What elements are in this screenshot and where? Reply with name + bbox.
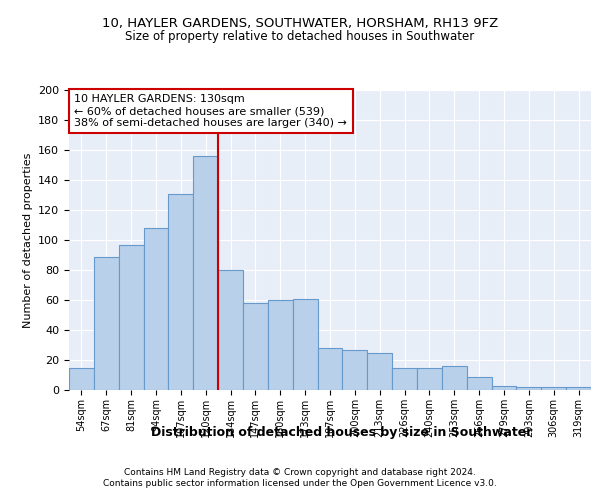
Bar (169, 194, 193, 390)
Bar (218, 270, 243, 390)
Bar (69, 368, 94, 390)
Bar (94, 256, 119, 390)
Bar (317, 348, 343, 390)
Text: Contains public sector information licensed under the Open Government Licence v3: Contains public sector information licen… (103, 480, 497, 488)
Text: Distribution of detached houses by size in Southwater: Distribution of detached houses by size … (151, 426, 533, 439)
Text: Size of property relative to detached houses in Southwater: Size of property relative to detached ho… (125, 30, 475, 43)
Bar (119, 244, 143, 390)
Bar (517, 387, 541, 390)
Bar (417, 368, 442, 390)
Bar (293, 298, 317, 390)
Bar (367, 352, 392, 390)
Text: 10 HAYLER GARDENS: 130sqm
← 60% of detached houses are smaller (539)
38% of semi: 10 HAYLER GARDENS: 130sqm ← 60% of detac… (74, 94, 347, 128)
Bar (243, 303, 268, 390)
Bar (268, 300, 293, 390)
Text: Contains HM Land Registry data © Crown copyright and database right 2024.: Contains HM Land Registry data © Crown c… (124, 468, 476, 477)
Bar (566, 387, 591, 390)
Bar (343, 350, 367, 390)
Y-axis label: Number of detached properties: Number of detached properties (23, 152, 32, 328)
Bar (467, 376, 491, 390)
Bar (491, 386, 517, 390)
Bar (541, 387, 566, 390)
Bar (392, 368, 417, 390)
Bar (442, 366, 467, 390)
Text: 10, HAYLER GARDENS, SOUTHWATER, HORSHAM, RH13 9FZ: 10, HAYLER GARDENS, SOUTHWATER, HORSHAM,… (102, 18, 498, 30)
Bar (143, 228, 169, 390)
Bar (193, 156, 218, 390)
